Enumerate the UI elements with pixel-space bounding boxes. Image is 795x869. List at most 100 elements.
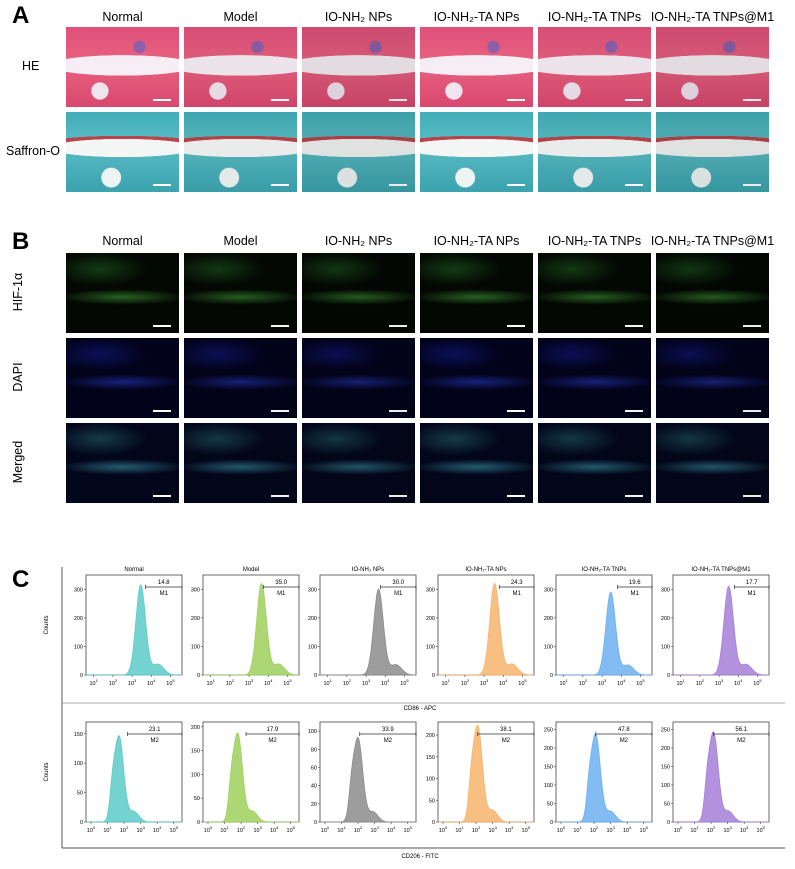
x-tick-label: 105 (518, 678, 527, 687)
column-heading: IO-NH₂ NPs (324, 234, 393, 248)
y-tick-label: 100 (191, 644, 200, 650)
column-heading: IO-NH₂-TA NPs (433, 234, 520, 248)
y-tick-label: 50 (547, 801, 553, 807)
histogram (438, 583, 534, 676)
column-heading: Model (223, 10, 258, 24)
y-tick-label: 0 (432, 673, 435, 679)
x-tick-label: 104 (740, 825, 749, 834)
y-tick-label: 200 (191, 725, 200, 731)
gate-label: M2 (737, 738, 746, 744)
x-tick-label: 101 (573, 825, 582, 834)
y-tick-label: 20 (311, 802, 317, 808)
row-label: Saffron-O (6, 144, 60, 158)
x-tick-label: 103 (598, 678, 607, 687)
plot-title: IO-NH₂-TA TNPs@M1 (691, 567, 751, 573)
x-tick-label: 101 (677, 678, 686, 687)
x-tick-label: 101 (90, 678, 99, 687)
x-tick-label: 105 (166, 678, 175, 687)
histogram (673, 731, 769, 823)
row-label: HE (22, 59, 40, 73)
scale-bar (743, 99, 761, 101)
micrograph-hif (538, 253, 651, 333)
scale-bar (507, 410, 525, 412)
y-tick-label: 50 (77, 791, 83, 797)
row-label: HIF-1α (11, 272, 25, 312)
scale-bar (507, 325, 525, 327)
y-tick-label: 300 (308, 587, 317, 593)
micrograph-hif (656, 253, 769, 333)
gate-label: M1 (513, 591, 522, 597)
x-tick-label: 102 (120, 825, 129, 834)
panel-letter-a: A (12, 2, 30, 29)
scale-bar (507, 495, 525, 497)
scale-bar (153, 184, 171, 186)
histogram (203, 582, 299, 676)
histogram (438, 724, 534, 823)
x-tick-label: 105 (640, 825, 649, 834)
scale-bar (625, 184, 643, 186)
y-tick-label: 100 (544, 783, 553, 789)
x-tick-label: 102 (461, 678, 470, 687)
x-tick-label: 104 (734, 678, 743, 687)
gate-label: M1 (394, 591, 403, 597)
y-tick-label: 60 (311, 765, 317, 771)
x-tick-label: 105 (283, 678, 292, 687)
gate-percent: 47.8 (618, 727, 630, 733)
column-heading: IO-NH₂-TA TNPs@M1 (650, 234, 775, 248)
plot-frame (202, 721, 300, 823)
y-tick-label: 50 (664, 801, 670, 807)
micrograph-mer (302, 423, 415, 503)
micrograph-so (302, 112, 415, 192)
scale-bar (389, 99, 407, 101)
scale-bar (271, 495, 289, 497)
scale-bar (625, 99, 643, 101)
y-tick-label: 0 (550, 820, 553, 826)
y-tick-label: 0 (80, 673, 83, 679)
histogram (86, 735, 182, 823)
column-heading: Normal (102, 234, 143, 248)
x-tick-label: 104 (617, 678, 626, 687)
y-tick-label: 150 (544, 764, 553, 770)
scale-bar (389, 184, 407, 186)
scale-bar (153, 325, 171, 327)
x-tick-label: 102 (354, 825, 363, 834)
gate-percent: 33.9 (382, 727, 394, 733)
plot-title: IO-NH₂-TA TNPs (582, 567, 627, 573)
y-tick-label: 300 (191, 587, 200, 593)
gate-label: M2 (620, 738, 629, 744)
micrograph-dapi (656, 338, 769, 418)
micrograph-hif (302, 253, 415, 333)
x-tick-label: 104 (147, 678, 156, 687)
x-tick-label: 100 (87, 825, 96, 834)
scale-bar (743, 495, 761, 497)
x-tick-label: 101 (220, 825, 229, 834)
x-tick-label: 102 (343, 678, 352, 687)
micrograph-mer (420, 423, 533, 503)
x-tick-label: 101 (690, 825, 699, 834)
y-tick-label: 100 (74, 644, 83, 650)
gate-label: M1 (748, 591, 757, 597)
x-tick-label: 102 (696, 678, 705, 687)
y-tick-label: 50 (429, 798, 435, 804)
scale-bar (743, 184, 761, 186)
x-tick-label: 103 (606, 825, 615, 834)
micrograph-so (184, 112, 297, 192)
y-tick-label: 0 (80, 820, 83, 826)
x-tick-label: 104 (387, 825, 396, 834)
scale-bar (625, 410, 643, 412)
y-tick-label: 0 (197, 673, 200, 679)
x-axis-label: CD86 - APC (404, 706, 437, 712)
column-heading: IO-NH₂-TA TNPs (547, 10, 642, 24)
micrograph-hif (420, 253, 533, 333)
scale-bar (743, 410, 761, 412)
x-tick-label: 103 (370, 825, 379, 834)
x-tick-label: 104 (270, 825, 279, 834)
panel-letter-b: B (12, 228, 30, 255)
x-tick-label: 101 (103, 825, 112, 834)
plot-frame (202, 574, 300, 676)
y-tick-label: 150 (191, 749, 200, 755)
x-tick-label: 103 (128, 678, 137, 687)
x-axis-label: CD206 - FITC (401, 854, 439, 860)
y-tick-label: 200 (544, 746, 553, 752)
